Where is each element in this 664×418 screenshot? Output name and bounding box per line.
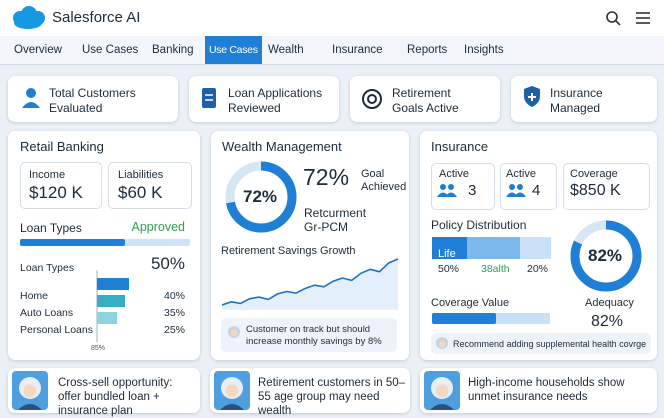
nav-tab[interactable]: Insurance (332, 44, 383, 56)
nav-tab[interactable]: Use Cases (82, 44, 139, 56)
nav-tab[interactable]: Wealth (268, 44, 304, 56)
footnote: 85% (91, 345, 106, 352)
stat-value: 3 (468, 182, 477, 199)
loan-bar (97, 295, 125, 307)
shield-icon (524, 86, 540, 107)
nav-tab-active[interactable]: Use Cases (205, 36, 262, 64)
adequacy-value: 82% (591, 313, 624, 330)
loan-bar (97, 312, 117, 324)
people-icon (506, 184, 526, 197)
note-box (221, 318, 397, 352)
loan-value: 35% (163, 307, 185, 319)
nav-tab[interactable]: Reports (407, 44, 448, 56)
menu-icon[interactable] (636, 12, 650, 24)
panel-title: Wealth Management (222, 139, 342, 154)
section-label: Loan Types (20, 262, 75, 274)
loan-value: 25% (163, 324, 185, 336)
panel-title: Retail Banking (20, 139, 104, 154)
logo (13, 6, 45, 29)
kpi-label: Loan Applications Reviewed (228, 86, 323, 115)
chart-title: Retirement Savings Growth (221, 245, 356, 257)
loan-label: Auto Loans (20, 307, 74, 319)
stat-value: $850 K (570, 182, 621, 199)
avatar (12, 371, 48, 410)
segment-value: 38alth (481, 263, 510, 275)
progress-fill (20, 239, 125, 246)
liabilities-box (108, 162, 192, 209)
stat-label: Active (439, 168, 469, 180)
kpi-label: Total Customers Evaluated (49, 86, 136, 115)
avatar (436, 337, 448, 349)
document-icon (202, 88, 216, 108)
growth-area (222, 259, 398, 309)
box-label: Liabilities (118, 169, 164, 181)
loan-bar (97, 278, 129, 290)
stat-box (563, 163, 650, 210)
stat-label: Coverage (570, 168, 618, 180)
section-label: Loan Types (20, 221, 82, 235)
coverage-fill (432, 313, 496, 324)
nav-tab[interactable]: Banking (152, 44, 194, 56)
adequacy-label: Adequacy (585, 297, 634, 309)
note-box (431, 333, 651, 354)
box-value: $60 K (118, 183, 163, 202)
loan-label: Personal Loans (20, 324, 93, 336)
insight-text: Retirement customers in 50–55 age group … (258, 377, 406, 417)
avatar (228, 326, 240, 338)
loan-value: 40% (163, 290, 185, 302)
nav-bar: Overview Use Cases Banking Use Cases Wea… (0, 36, 664, 65)
insight-text: High-income households show unmet insura… (468, 377, 625, 403)
donut-arc (570, 220, 642, 292)
headline: 72% (303, 164, 350, 190)
status: Approved (131, 220, 185, 234)
avatar (424, 371, 460, 410)
note-text: Customer on track but should increase mo… (246, 324, 382, 347)
avatar (214, 371, 250, 410)
section-label: Policy Distribution (431, 218, 527, 232)
growth-line (221, 258, 399, 306)
search-icon[interactable] (606, 11, 621, 26)
kpi-card (8, 76, 178, 122)
nav-tab[interactable]: Overview (14, 44, 62, 56)
policy-segment (467, 237, 520, 259)
stat-label: Active (506, 168, 536, 180)
donut-label: 82% (588, 246, 623, 265)
target-icon (362, 89, 382, 109)
segment-value: 20% (527, 263, 549, 275)
note-text: Recommend adding supplemental health cov… (453, 339, 647, 349)
panel-title: Insurance (431, 139, 489, 154)
nav-tab[interactable]: Insights (464, 44, 504, 56)
box-value: $120 K (29, 183, 83, 202)
brand: Salesforce AI (52, 9, 141, 26)
person-icon (22, 88, 40, 108)
insight-text: Cross-sell opportunity: offer bundled lo… (58, 377, 173, 417)
kpi-label: Retirement Goals Active (392, 86, 459, 115)
subtitle: Retcurment Gr-PCM (304, 206, 367, 234)
segment-label: Life (438, 248, 456, 260)
donut-arc (225, 161, 297, 233)
income-box (20, 162, 102, 209)
total: 50% (150, 254, 185, 273)
box-label: Income (29, 169, 66, 181)
policy-segment (520, 237, 551, 259)
kpi-label: Insurance Managed (550, 86, 603, 115)
donut-label: 72% (243, 187, 278, 206)
stat-value: 4 (532, 182, 541, 199)
segment-value: 50% (438, 263, 460, 275)
loan-label: Home (20, 290, 49, 302)
policy-segment (432, 237, 467, 259)
people-icon (437, 184, 457, 197)
section-label: Coverage Value (431, 297, 510, 309)
header (0, 0, 664, 36)
goal-label: Goal Achieved (361, 168, 407, 193)
